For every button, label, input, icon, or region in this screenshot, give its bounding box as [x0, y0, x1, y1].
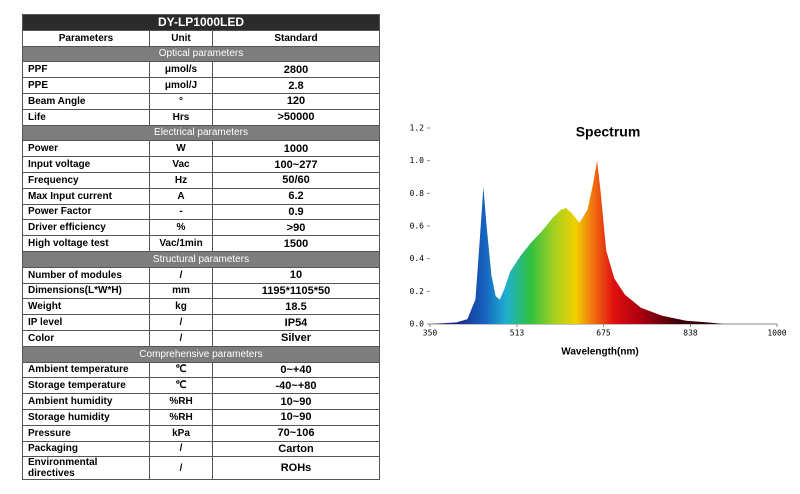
- table-row: Packaging / Carton: [22, 440, 380, 458]
- x-tick-label: 838: [683, 329, 698, 338]
- y-tick-label: 1.2: [410, 124, 425, 133]
- table-cell: Comprehensive parameters: [22, 345, 380, 363]
- spectrum-area: [430, 160, 777, 324]
- x-tick-label: 350: [423, 329, 438, 338]
- x-axis-label: Wavelength(nm): [561, 347, 638, 358]
- table-row: DY-LP1000LED: [22, 14, 380, 31]
- table-row: Life Hrs >50000: [22, 108, 380, 126]
- table-cell: 1195*1105*50: [212, 282, 380, 300]
- table-row: Storage humidity %RH 10~90: [22, 408, 380, 426]
- table-row: Frequency Hz 50/60: [22, 171, 380, 189]
- table-row: Electrical parameters: [22, 124, 380, 142]
- y-tick-label: 0.8: [410, 189, 425, 198]
- table-cell: Structural parameters: [22, 250, 380, 268]
- table-row: Max Input current A 6.2: [22, 187, 380, 205]
- y-tick-label: 0.4: [410, 254, 425, 263]
- x-tick-label: 675: [596, 329, 611, 338]
- chart-title: Spectrum: [576, 124, 641, 140]
- y-tick-label: 1.0: [410, 156, 425, 165]
- table-row: Power Factor -0.9: [22, 203, 380, 221]
- x-tick-label: 1000: [767, 329, 786, 338]
- table-row: Storage temperature ℃ -40~+80: [22, 377, 380, 395]
- table-row: Ambient temperature ℃ 0~+40: [22, 361, 380, 379]
- spec-table: DY-LP1000LED Parameters Unit Standard Optica…: [22, 14, 380, 481]
- x-tick-label: 513: [510, 329, 525, 338]
- table-cell: Environmental directives: [22, 456, 150, 481]
- y-tick-label: 0.2: [410, 287, 425, 296]
- table-row: Color / Silver: [22, 329, 380, 347]
- table-row: Environmental directives / ROHs: [22, 456, 380, 481]
- table-row: Optical parameters: [22, 45, 380, 63]
- y-tick-label: 0.0: [410, 320, 425, 329]
- table-cell: DY-LP1000LED: [22, 14, 380, 31]
- table-cell: ROHs: [212, 456, 380, 481]
- table-row: Pressure kPa 70~106: [22, 424, 380, 442]
- table-row: Dimensions(L*W*H) mm 1195*1105*50: [22, 282, 380, 300]
- table-cell: 70~106: [212, 424, 380, 442]
- table-row: Structural parameters: [22, 250, 380, 268]
- table-cell: Optical parameters: [22, 45, 380, 63]
- table-row: Comprehensive parameters: [22, 345, 380, 363]
- table-row: Number of modules/10: [22, 266, 380, 284]
- table-cell: /: [149, 456, 213, 481]
- table-cell: Electrical parameters: [22, 124, 380, 142]
- y-tick-label: 0.6: [410, 222, 425, 231]
